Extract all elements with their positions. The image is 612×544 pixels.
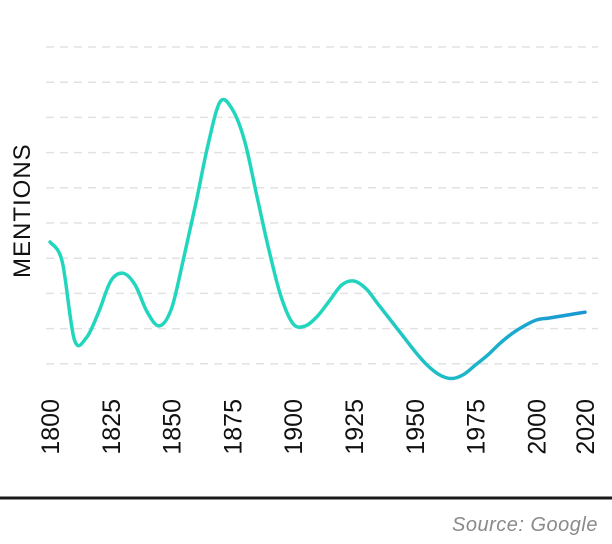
x-tick-label: 1900 bbox=[280, 399, 308, 455]
x-tick-label: 2000 bbox=[523, 399, 551, 455]
x-tick-label: 1825 bbox=[98, 399, 126, 455]
grid-lines bbox=[46, 46, 598, 365]
x-tick-label: 1925 bbox=[341, 399, 369, 455]
x-tick-label: 1850 bbox=[159, 399, 187, 455]
mentions-line-group bbox=[48, 97, 587, 381]
x-tick-label: 1875 bbox=[219, 399, 247, 455]
x-tick-labels: 1800 1825 1850 1875 1900 1925 1950 1975 2000 2020 bbox=[37, 399, 600, 455]
x-tick-label: 1950 bbox=[402, 399, 430, 455]
x-tick-label: 2020 bbox=[572, 399, 600, 455]
x-tick-label: 1975 bbox=[463, 399, 491, 455]
mentions-line bbox=[48, 97, 587, 381]
source-note: Source: Google bbox=[452, 514, 598, 536]
y-axis-label: MENTIONS bbox=[9, 143, 36, 278]
x-tick-label: 1800 bbox=[37, 399, 65, 455]
